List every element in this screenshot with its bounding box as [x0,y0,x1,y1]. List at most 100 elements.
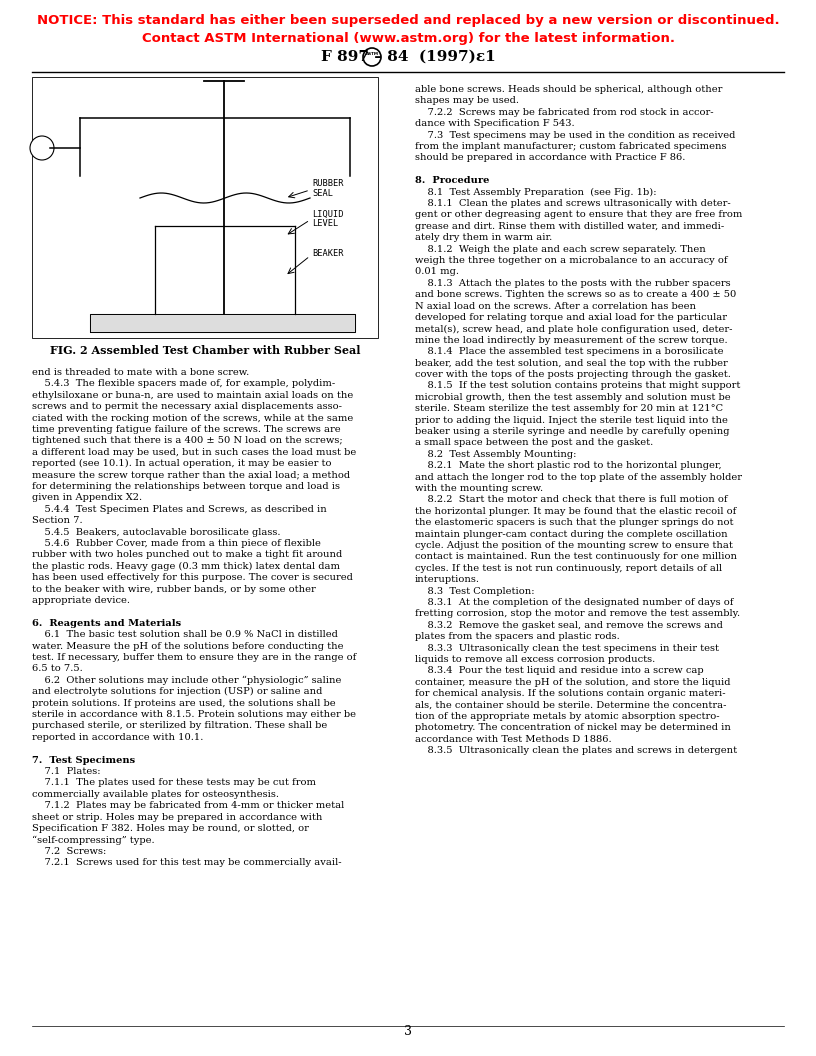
Text: microbial growth, then the test assembly and solution must be: microbial growth, then the test assembly… [415,393,730,401]
Text: 8.1  Test Assembly Preparation  (see Fig. 1b):: 8.1 Test Assembly Preparation (see Fig. … [415,188,657,196]
Text: given in Appendix X2.: given in Appendix X2. [32,493,142,503]
Text: time preventing fatigue failure of the screws. The screws are: time preventing fatigue failure of the s… [32,425,340,434]
Text: LEVEL: LEVEL [312,220,339,228]
Text: 7.2.2  Screws may be fabricated from rod stock in accor-: 7.2.2 Screws may be fabricated from rod … [415,108,714,117]
Text: 8.3.5  Ultrasonically clean the plates and screws in detergent: 8.3.5 Ultrasonically clean the plates an… [415,747,737,755]
Text: 7.  Test Specimens: 7. Test Specimens [32,756,135,765]
Text: sterile in accordance with 8.1.5. Protein solutions may either be: sterile in accordance with 8.1.5. Protei… [32,710,356,719]
Text: mine the load indirectly by measurement of the screw torque.: mine the load indirectly by measurement … [415,336,728,345]
Text: and attach the longer rod to the top plate of the assembly holder: and attach the longer rod to the top pla… [415,473,742,482]
Text: rubber with two holes punched out to make a tight fit around: rubber with two holes punched out to mak… [32,550,342,560]
Text: 8.2  Test Assembly Mounting:: 8.2 Test Assembly Mounting: [415,450,576,458]
Text: 8.1.4  Place the assembled test specimens in a borosilicate: 8.1.4 Place the assembled test specimens… [415,347,724,356]
Text: metal(s), screw head, and plate hole configuration used, deter-: metal(s), screw head, and plate hole con… [415,324,733,334]
Text: plates from the spacers and plastic rods.: plates from the spacers and plastic rods… [415,633,619,641]
Text: the plastic rods. Heavy gage (0.3 mm thick) latex dental dam: the plastic rods. Heavy gage (0.3 mm thi… [32,562,340,571]
Text: protein solutions. If proteins are used, the solutions shall be: protein solutions. If proteins are used,… [32,699,335,708]
Text: liquids to remove all excess corrosion products.: liquids to remove all excess corrosion p… [415,655,655,664]
Text: shapes may be used.: shapes may be used. [415,96,519,106]
Text: Contact ASTM International (www.astm.org) for the latest information.: Contact ASTM International (www.astm.org… [141,32,675,45]
Text: a different load may be used, but in such cases the load must be: a different load may be used, but in suc… [32,448,357,457]
Text: als, the container should be sterile. Determine the concentra-: als, the container should be sterile. De… [415,700,726,710]
Text: 8.1.3  Attach the plates to the posts with the rubber spacers: 8.1.3 Attach the plates to the posts wit… [415,279,730,288]
Text: cycles. If the test is not run continuously, report details of all: cycles. If the test is not run continuou… [415,564,722,572]
Text: 6.5 to 7.5.: 6.5 to 7.5. [32,664,82,674]
Text: 8.2.1  Mate the short plastic rod to the horizontal plunger,: 8.2.1 Mate the short plastic rod to the … [415,461,721,470]
Text: interuptions.: interuptions. [415,576,480,584]
Text: 7.2.1  Screws used for this test may be commercially avail-: 7.2.1 Screws used for this test may be c… [32,859,342,867]
Text: 6.  Reagents and Materials: 6. Reagents and Materials [32,619,181,628]
Text: test. If necessary, buffer them to ensure they are in the range of: test. If necessary, buffer them to ensur… [32,653,357,662]
Text: FIG. 2 Assembled Test Chamber with Rubber Seal: FIG. 2 Assembled Test Chamber with Rubbe… [50,345,360,356]
Text: the elastomeric spacers is such that the plunger springs do not: the elastomeric spacers is such that the… [415,518,734,527]
Text: ASTM: ASTM [366,52,379,56]
Text: 8.3.4  Pour the test liquid and residue into a screw cap: 8.3.4 Pour the test liquid and residue i… [415,666,703,676]
Text: able bone screws. Heads should be spherical, although other: able bone screws. Heads should be spheri… [415,84,722,94]
Text: purchased sterile, or sterilized by filtration. These shall be: purchased sterile, or sterilized by filt… [32,721,327,731]
Text: the horizontal plunger. It may be found that the elastic recoil of: the horizontal plunger. It may be found … [415,507,736,515]
Text: appropriate device.: appropriate device. [32,596,130,605]
Text: accordance with Test Methods D 1886.: accordance with Test Methods D 1886. [415,735,612,743]
Text: a small space between the post and the gasket.: a small space between the post and the g… [415,438,654,448]
Text: 5.4.4  Test Specimen Plates and Screws, as described in: 5.4.4 Test Specimen Plates and Screws, a… [32,505,326,514]
Text: water. Measure the pH of the solutions before conducting the: water. Measure the pH of the solutions b… [32,642,344,650]
Text: contact is maintained. Run the test continuously for one million: contact is maintained. Run the test cont… [415,552,737,562]
Text: 7.1  Plates:: 7.1 Plates: [32,767,100,776]
Text: sterile. Steam sterilize the test assembly for 20 min at 121°C: sterile. Steam sterilize the test assemb… [415,404,723,413]
Text: Specification F 382. Holes may be round, or slotted, or: Specification F 382. Holes may be round,… [32,824,309,833]
Text: N axial load on the screws. After a correlation has been: N axial load on the screws. After a corr… [415,302,696,310]
Text: 8.3  Test Completion:: 8.3 Test Completion: [415,586,534,596]
Text: 6.2  Other solutions may include other “physiologic” saline: 6.2 Other solutions may include other “p… [32,676,341,685]
Text: reported (see 10.1). In actual operation, it may be easier to: reported (see 10.1). In actual operation… [32,459,331,468]
Text: and bone screws. Tighten the screws so as to create a 400 ± 50: and bone screws. Tighten the screws so a… [415,290,736,299]
Text: tion of the appropriate metals by atomic absorption spectro-: tion of the appropriate metals by atomic… [415,712,720,721]
Text: 8.  Procedure: 8. Procedure [415,176,490,185]
Text: tightened such that there is a 400 ± 50 N load on the screws;: tightened such that there is a 400 ± 50 … [32,436,343,446]
Text: Section 7.: Section 7. [32,516,82,525]
Text: reported in accordance with 10.1.: reported in accordance with 10.1. [32,733,203,741]
Text: sheet or strip. Holes may be prepared in accordance with: sheet or strip. Holes may be prepared in… [32,813,322,822]
Text: RUBBER: RUBBER [312,180,344,189]
Text: from the implant manufacturer; custom fabricated specimens: from the implant manufacturer; custom fa… [415,142,726,151]
Text: ciated with the rocking motion of the screws, while at the same: ciated with the rocking motion of the sc… [32,414,353,422]
Text: dance with Specification F 543.: dance with Specification F 543. [415,119,574,128]
Text: SEAL: SEAL [312,189,333,199]
Text: to the beaker with wire, rubber bands, or by some other: to the beaker with wire, rubber bands, o… [32,585,316,593]
Text: beaker, add the test solution, and seal the top with the rubber: beaker, add the test solution, and seal … [415,359,728,367]
Text: ately dry them in warm air.: ately dry them in warm air. [415,233,552,242]
Text: and electrolyte solutions for injection (USP) or saline and: and electrolyte solutions for injection … [32,687,322,696]
Text: with the mounting screw.: with the mounting screw. [415,484,543,493]
Text: has been used effectively for this purpose. The cover is secured: has been used effectively for this purpo… [32,573,353,582]
Text: for chemical analysis. If the solutions contain organic materi-: for chemical analysis. If the solutions … [415,690,725,698]
Text: screws and to permit the necessary axial displacements asso-: screws and to permit the necessary axial… [32,402,342,411]
Text: container, measure the pH of the solution, and store the liquid: container, measure the pH of the solutio… [415,678,730,686]
Text: end is threaded to mate with a bone screw.: end is threaded to mate with a bone scre… [32,367,249,377]
Text: 3: 3 [404,1025,412,1038]
Text: 8.2.2  Start the motor and check that there is full motion of: 8.2.2 Start the motor and check that the… [415,495,728,505]
Text: commercially available plates for osteosynthesis.: commercially available plates for osteos… [32,790,279,798]
Text: weigh the three together on a microbalance to an accuracy of: weigh the three together on a microbalan… [415,256,728,265]
Text: “self-compressing” type.: “self-compressing” type. [32,835,154,845]
Text: 7.2  Screws:: 7.2 Screws: [32,847,106,855]
Text: 8.1.5  If the test solution contains proteins that might support: 8.1.5 If the test solution contains prot… [415,381,740,391]
Text: fretting corrosion, stop the motor and remove the test assembly.: fretting corrosion, stop the motor and r… [415,609,740,619]
Text: 7.1.1  The plates used for these tests may be cut from: 7.1.1 The plates used for these tests ma… [32,778,316,788]
Text: 8.3.1  At the completion of the designated number of days of: 8.3.1 At the completion of the designate… [415,598,734,607]
Text: maintain plunger-cam contact during the complete oscillation: maintain plunger-cam contact during the … [415,530,728,539]
Text: NOTICE: This standard has either been superseded and replaced by a new version o: NOTICE: This standard has either been su… [37,14,779,27]
Text: 5.4.3  The flexible spacers made of, for example, polydim-: 5.4.3 The flexible spacers made of, for … [32,379,335,389]
Text: ethylsiloxane or buna-n, are used to maintain axial loads on the: ethylsiloxane or buna-n, are used to mai… [32,391,353,400]
Text: 8.1.1  Clean the plates and screws ultrasonically with deter-: 8.1.1 Clean the plates and screws ultras… [415,199,731,208]
Text: F 897 – 84  (1997)ε1: F 897 – 84 (1997)ε1 [321,50,495,64]
Text: for determining the relationships between torque and load is: for determining the relationships betwee… [32,482,340,491]
Text: 8.1.2  Weigh the plate and each screw separately. Then: 8.1.2 Weigh the plate and each screw sep… [415,245,706,253]
Bar [32,77,378,338]
Text: gent or other degreasing agent to ensure that they are free from: gent or other degreasing agent to ensure… [415,210,743,220]
Circle shape [30,136,54,161]
Text: grease and dirt. Rinse them with distilled water, and immedi-: grease and dirt. Rinse them with distill… [415,222,725,231]
Text: 5.4.6  Rubber Cover, made from a thin piece of flexible: 5.4.6 Rubber Cover, made from a thin pie… [32,539,321,548]
Text: 6.1  The basic test solution shall be 0.9 % NaCl in distilled: 6.1 The basic test solution shall be 0.9… [32,630,338,639]
Text: 5.4.5  Beakers, autoclavable borosilicate glass.: 5.4.5 Beakers, autoclavable borosilicate… [32,528,281,536]
Text: beaker using a sterile syringe and needle by carefully opening: beaker using a sterile syringe and needl… [415,427,730,436]
Text: prior to adding the liquid. Inject the sterile test liquid into the: prior to adding the liquid. Inject the s… [415,416,728,425]
